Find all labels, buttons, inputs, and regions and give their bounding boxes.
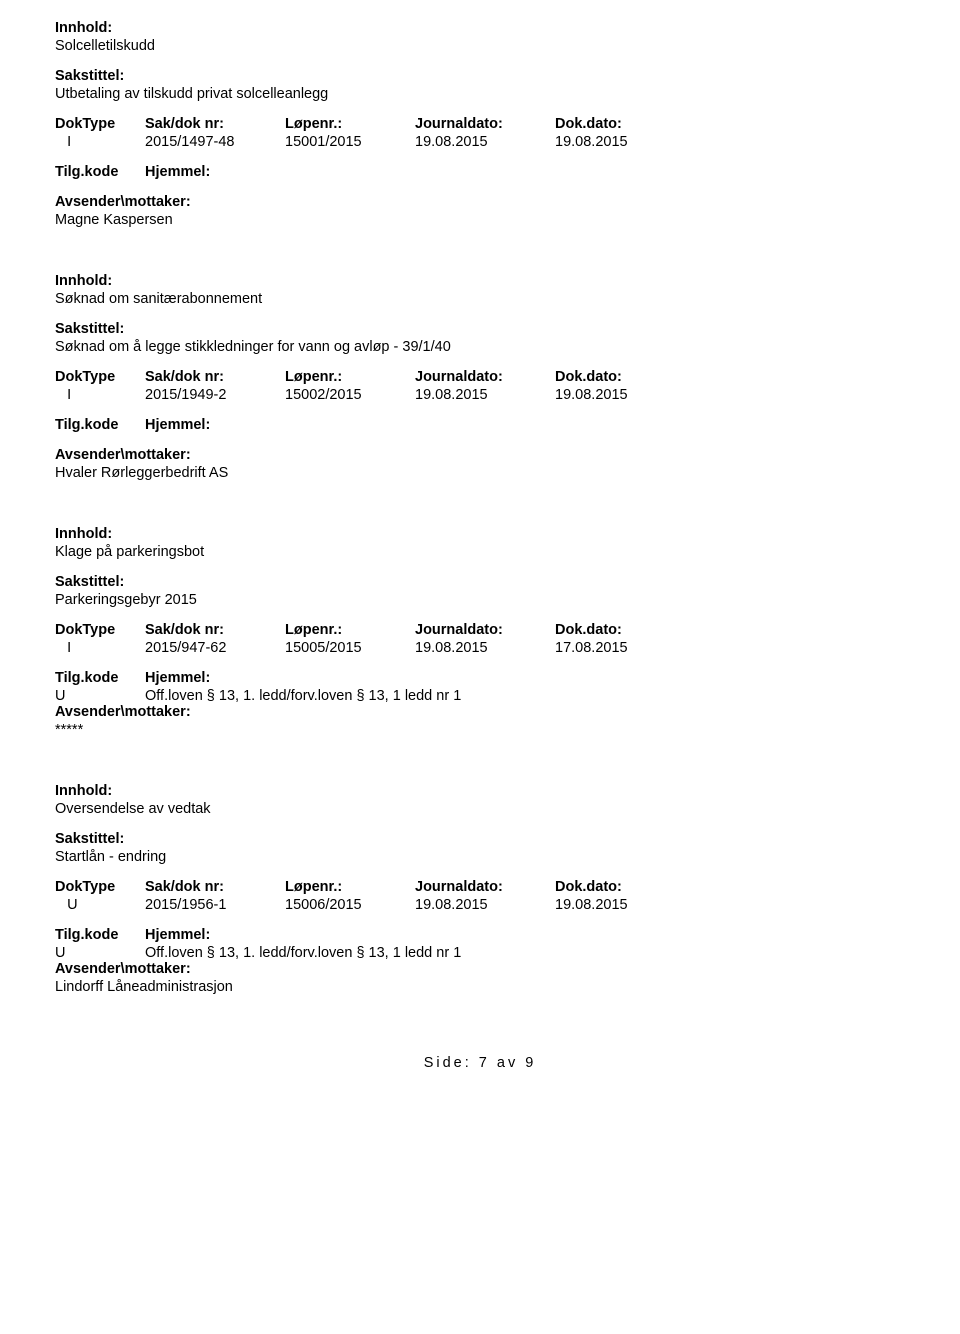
avsender-label: Avsender\mottaker: bbox=[55, 447, 905, 463]
ddato-value: 17.08.2015 bbox=[555, 640, 695, 656]
hjemmel-value: Off.loven § 13, 1. ledd/forv.loven § 13,… bbox=[145, 688, 461, 704]
sakdok-header: Sak/dok nr: bbox=[145, 369, 285, 385]
sakdok-value: 2015/947-62 bbox=[145, 640, 285, 656]
tilg-row: Tilg.kode Hjemmel: bbox=[55, 164, 905, 180]
innhold-label: Innhold: bbox=[55, 20, 905, 36]
sakdok-header: Sak/dok nr: bbox=[145, 622, 285, 638]
sakstittel-label: Sakstittel: bbox=[55, 321, 905, 337]
doktype-value: I bbox=[55, 134, 145, 150]
tilg-row: Tilg.kode Hjemmel: bbox=[55, 927, 905, 943]
tilgkode-label: Tilg.kode bbox=[55, 670, 145, 686]
data-row: I 2015/1497-48 15001/2015 19.08.2015 19.… bbox=[55, 134, 905, 150]
journal-entry: Innhold: Søknad om sanitærabonnement Sak… bbox=[55, 273, 905, 481]
jdato-value: 19.08.2015 bbox=[415, 134, 555, 150]
jdato-header: Journaldato: bbox=[415, 879, 555, 895]
ddato-header: Dok.dato: bbox=[555, 116, 695, 132]
ddato-value: 19.08.2015 bbox=[555, 897, 695, 913]
lopenr-value: 15001/2015 bbox=[285, 134, 415, 150]
hjemmel-label: Hjemmel: bbox=[145, 164, 210, 180]
jdato-value: 19.08.2015 bbox=[415, 640, 555, 656]
hjemmel-label: Hjemmel: bbox=[145, 417, 210, 433]
doktype-value: I bbox=[55, 387, 145, 403]
sakstittel-label: Sakstittel: bbox=[55, 68, 905, 84]
jdato-value: 19.08.2015 bbox=[415, 897, 555, 913]
sakstittel-value: Startlån - endring bbox=[55, 849, 905, 865]
hjemmel-row: U Off.loven § 13, 1. ledd/forv.loven § 1… bbox=[55, 688, 905, 704]
lopenr-value: 15006/2015 bbox=[285, 897, 415, 913]
avsender-value: ***** bbox=[55, 722, 905, 738]
doktype-value: U bbox=[55, 897, 145, 913]
jdato-header: Journaldato: bbox=[415, 622, 555, 638]
tilgcode-value: U bbox=[55, 945, 145, 961]
doktype-header: DokType bbox=[55, 116, 145, 132]
sakdok-value: 2015/1497-48 bbox=[145, 134, 285, 150]
lopenr-header: Løpenr.: bbox=[285, 622, 415, 638]
journal-entry: Innhold: Oversendelse av vedtak Sakstitt… bbox=[55, 783, 905, 995]
page-footer: Side: 7 av 9 bbox=[55, 1055, 905, 1071]
innhold-label: Innhold: bbox=[55, 273, 905, 289]
doktype-header: DokType bbox=[55, 879, 145, 895]
avsender-value: Magne Kaspersen bbox=[55, 212, 905, 228]
tilgkode-label: Tilg.kode bbox=[55, 927, 145, 943]
column-headers: DokType Sak/dok nr: Løpenr.: Journaldato… bbox=[55, 116, 905, 132]
avsender-value: Lindorff Låneadministrasjon bbox=[55, 979, 905, 995]
avsender-label: Avsender\mottaker: bbox=[55, 961, 905, 977]
innhold-value: Oversendelse av vedtak bbox=[55, 801, 905, 817]
sakstittel-label: Sakstittel: bbox=[55, 574, 905, 590]
ddato-header: Dok.dato: bbox=[555, 369, 695, 385]
hjemmel-label: Hjemmel: bbox=[145, 927, 210, 943]
document-page: Innhold: Solcelletilskudd Sakstittel: Ut… bbox=[0, 0, 960, 1111]
sakstittel-value: Parkeringsgebyr 2015 bbox=[55, 592, 905, 608]
hjemmel-label: Hjemmel: bbox=[145, 670, 210, 686]
sakdok-header: Sak/dok nr: bbox=[145, 116, 285, 132]
tilgkode-label: Tilg.kode bbox=[55, 417, 145, 433]
tilgcode-value: U bbox=[55, 688, 145, 704]
tilg-row: Tilg.kode Hjemmel: bbox=[55, 670, 905, 686]
lopenr-value: 15005/2015 bbox=[285, 640, 415, 656]
ddato-header: Dok.dato: bbox=[555, 879, 695, 895]
hjemmel-value: Off.loven § 13, 1. ledd/forv.loven § 13,… bbox=[145, 945, 461, 961]
lopenr-header: Løpenr.: bbox=[285, 116, 415, 132]
lopenr-header: Løpenr.: bbox=[285, 879, 415, 895]
sakdok-value: 2015/1949-2 bbox=[145, 387, 285, 403]
doktype-header: DokType bbox=[55, 622, 145, 638]
sakdok-value: 2015/1956-1 bbox=[145, 897, 285, 913]
sakdok-header: Sak/dok nr: bbox=[145, 879, 285, 895]
sakstittel-label: Sakstittel: bbox=[55, 831, 905, 847]
innhold-value: Søknad om sanitærabonnement bbox=[55, 291, 905, 307]
jdato-header: Journaldato: bbox=[415, 116, 555, 132]
tilgkode-label: Tilg.kode bbox=[55, 164, 145, 180]
data-row: I 2015/947-62 15005/2015 19.08.2015 17.0… bbox=[55, 640, 905, 656]
ddato-value: 19.08.2015 bbox=[555, 387, 695, 403]
lopenr-header: Løpenr.: bbox=[285, 369, 415, 385]
lopenr-value: 15002/2015 bbox=[285, 387, 415, 403]
avsender-value: Hvaler Rørleggerbedrift AS bbox=[55, 465, 905, 481]
doktype-value: I bbox=[55, 640, 145, 656]
data-row: I 2015/1949-2 15002/2015 19.08.2015 19.0… bbox=[55, 387, 905, 403]
column-headers: DokType Sak/dok nr: Løpenr.: Journaldato… bbox=[55, 622, 905, 638]
doktype-header: DokType bbox=[55, 369, 145, 385]
sakstittel-value: Søknad om å legge stikkledninger for van… bbox=[55, 339, 905, 355]
jdato-header: Journaldato: bbox=[415, 369, 555, 385]
innhold-value: Klage på parkeringsbot bbox=[55, 544, 905, 560]
avsender-label: Avsender\mottaker: bbox=[55, 194, 905, 210]
ddato-value: 19.08.2015 bbox=[555, 134, 695, 150]
column-headers: DokType Sak/dok nr: Løpenr.: Journaldato… bbox=[55, 879, 905, 895]
hjemmel-row: U Off.loven § 13, 1. ledd/forv.loven § 1… bbox=[55, 945, 905, 961]
column-headers: DokType Sak/dok nr: Løpenr.: Journaldato… bbox=[55, 369, 905, 385]
ddato-header: Dok.dato: bbox=[555, 622, 695, 638]
sakstittel-value: Utbetaling av tilskudd privat solcellean… bbox=[55, 86, 905, 102]
innhold-label: Innhold: bbox=[55, 783, 905, 799]
jdato-value: 19.08.2015 bbox=[415, 387, 555, 403]
data-row: U 2015/1956-1 15006/2015 19.08.2015 19.0… bbox=[55, 897, 905, 913]
innhold-value: Solcelletilskudd bbox=[55, 38, 905, 54]
journal-entry: Innhold: Klage på parkeringsbot Sakstitt… bbox=[55, 526, 905, 738]
avsender-label: Avsender\mottaker: bbox=[55, 704, 905, 720]
innhold-label: Innhold: bbox=[55, 526, 905, 542]
journal-entry: Innhold: Solcelletilskudd Sakstittel: Ut… bbox=[55, 20, 905, 228]
tilg-row: Tilg.kode Hjemmel: bbox=[55, 417, 905, 433]
